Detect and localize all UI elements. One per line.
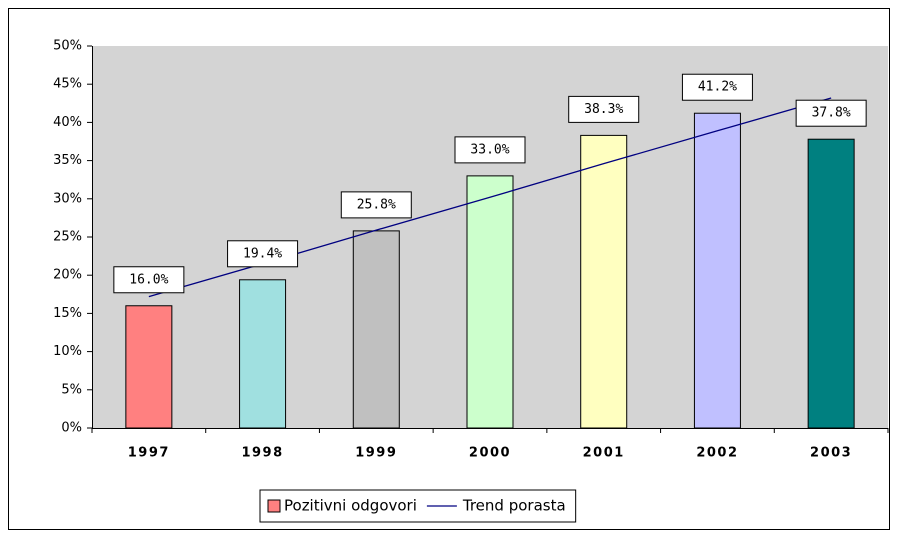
x-tick-label: 1999 bbox=[355, 446, 397, 461]
bar bbox=[239, 279, 287, 429]
value-label-box bbox=[681, 73, 753, 101]
value-label-box bbox=[568, 95, 640, 123]
x-tick-label: 2002 bbox=[696, 446, 738, 461]
y-tick-label: 45% bbox=[53, 77, 82, 92]
y-tick-label: 25% bbox=[53, 230, 82, 245]
value-label: 16.0% bbox=[129, 272, 168, 287]
bar bbox=[466, 175, 514, 429]
x-tick-label: 1997 bbox=[128, 446, 170, 461]
x-tick-label: 2000 bbox=[469, 446, 511, 461]
bar bbox=[125, 305, 173, 429]
bar bbox=[693, 112, 741, 429]
y-tick-label: 15% bbox=[53, 306, 82, 321]
value-label: 25.8% bbox=[357, 197, 396, 212]
y-tick-label: 30% bbox=[53, 191, 82, 206]
y-tick-label: 10% bbox=[53, 344, 82, 359]
y-tick-label: 40% bbox=[53, 115, 82, 130]
legend-label: Pozitivni odgovori bbox=[284, 497, 417, 515]
y-tick-label: 20% bbox=[53, 268, 82, 283]
y-tick-label: 5% bbox=[61, 382, 82, 397]
legend-swatch bbox=[267, 499, 281, 513]
bar bbox=[807, 138, 855, 429]
x-tick-label: 2001 bbox=[583, 446, 625, 461]
value-label: 33.0% bbox=[470, 142, 509, 157]
x-tick-label: 1998 bbox=[241, 446, 283, 461]
legend-label: Trend porasta bbox=[462, 497, 566, 515]
y-tick-label: 35% bbox=[53, 153, 82, 168]
value-label-box bbox=[227, 240, 299, 268]
value-label-box bbox=[340, 191, 412, 219]
value-label-box bbox=[113, 266, 185, 294]
value-label-box bbox=[795, 99, 867, 127]
value-label: 41.2% bbox=[698, 80, 737, 95]
value-label: 19.4% bbox=[243, 246, 282, 261]
bar bbox=[580, 134, 628, 429]
y-tick-label: 0% bbox=[61, 421, 82, 436]
bar bbox=[352, 230, 400, 429]
value-label-box bbox=[454, 136, 526, 164]
value-label: 38.3% bbox=[584, 102, 623, 117]
legend bbox=[259, 489, 577, 523]
y-tick-label: 50% bbox=[53, 39, 82, 54]
value-label: 37.8% bbox=[812, 106, 851, 121]
x-tick-label: 2003 bbox=[810, 446, 852, 461]
